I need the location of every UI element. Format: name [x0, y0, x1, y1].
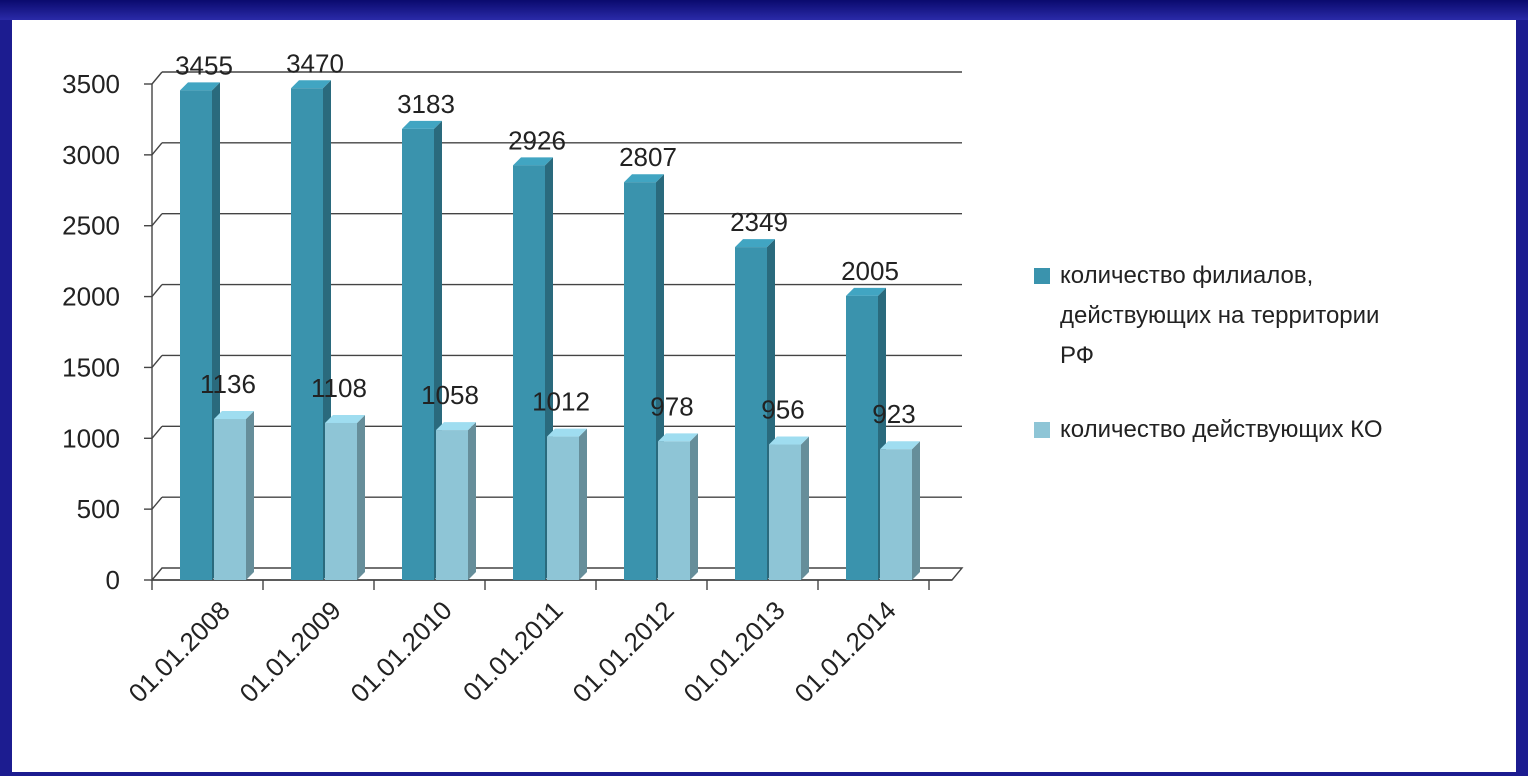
legend-entry: количество действующих КО: [1060, 416, 1383, 443]
bar-credit-orgs-side: [690, 433, 698, 580]
data-label-credit-orgs: 1012: [532, 387, 590, 417]
bar-branches-top: [624, 174, 664, 183]
legend-swatch: [1034, 422, 1050, 438]
data-label-credit-orgs: 923: [872, 399, 915, 429]
x-tick-label: 01.01.2012: [567, 595, 680, 708]
bar-credit-orgs-front: [769, 444, 801, 580]
bar-branches-front: [846, 295, 878, 580]
gridline-1500: [151, 354, 163, 368]
legend-line: РФ: [1060, 342, 1094, 369]
bar-credit-orgs-top: [436, 422, 476, 431]
data-label-credit-orgs: 1108: [311, 373, 367, 403]
bar-credit-orgs: [880, 441, 920, 580]
y-tick-label: 1500: [62, 352, 120, 382]
bar-branches-front: [735, 247, 767, 580]
legend-line: количество действующих КО: [1060, 416, 1383, 443]
bar-credit-orgs: [658, 433, 698, 580]
legend-swatch: [1034, 268, 1050, 284]
bar-credit-orgs-front: [214, 419, 246, 580]
data-label-branches: 3455: [175, 50, 233, 80]
bar-branches-front: [180, 90, 212, 581]
bar-branches-front: [624, 182, 656, 580]
bar-credit-orgs: [214, 411, 254, 580]
bar-credit-orgs: [436, 422, 476, 580]
x-tick-label: 01.01.2011: [457, 595, 569, 707]
bar-credit-orgs-side: [246, 411, 254, 580]
bar-credit-orgs-side: [468, 422, 476, 580]
bar-credit-orgs: [769, 436, 809, 580]
bar-credit-orgs-top: [325, 414, 365, 423]
x-tick-label: 01.01.2013: [678, 595, 791, 708]
y-tick-label: 0: [106, 565, 120, 595]
data-label-branches: 2926: [508, 125, 566, 155]
bars: [180, 80, 920, 581]
bar-credit-orgs-front: [880, 449, 912, 580]
legend: количество филиалов, действующих на терри…: [1034, 262, 1383, 443]
bar-credit-orgs-top: [214, 411, 254, 420]
y-tick-label: 2000: [62, 282, 120, 312]
bar-branches-top: [180, 82, 220, 91]
gridline-500: [151, 496, 163, 510]
bar-branches-top: [291, 80, 331, 89]
bar-credit-orgs-top: [880, 441, 920, 450]
y-tick-label: 500: [77, 494, 120, 524]
slide-top-bar: [0, 0, 1528, 20]
gridline-1000: [151, 425, 163, 439]
legend-line: действующих на территории: [1060, 302, 1379, 329]
data-label-credit-orgs: 978: [650, 391, 693, 421]
bar-credit-orgs-top: [658, 433, 698, 442]
data-label-branches: 2005: [841, 256, 899, 286]
bar-credit-orgs-side: [579, 428, 587, 580]
data-labels: 3455 1136 3470 1108 3183 1058 2926 1012 2807 978 2…: [175, 48, 916, 429]
bar-branches-top: [402, 120, 442, 129]
bar-credit-orgs-front: [325, 422, 357, 580]
bar-credit-orgs: [547, 428, 587, 580]
bar-credit-orgs: [325, 414, 365, 580]
data-label-branches: 2807: [619, 142, 677, 172]
bar-credit-orgs-side: [357, 414, 365, 580]
bar-branches-top: [846, 287, 886, 296]
bar-credit-orgs-front: [658, 441, 690, 580]
gridline-3000: [151, 142, 163, 156]
data-label-credit-orgs: 1058: [421, 380, 479, 410]
data-label-credit-orgs: 1136: [200, 369, 256, 399]
data-label-branches: 3470: [286, 48, 344, 78]
legend-line: количество филиалов,: [1060, 262, 1313, 289]
gridline-2500: [151, 213, 163, 227]
x-tick-label: 01.01.2009: [234, 595, 347, 708]
x-tick-label: 01.01.2014: [789, 595, 902, 708]
bar-branches-top: [735, 239, 775, 248]
bar-branches-top: [513, 157, 553, 166]
x-tick-label: 01.01.2008: [123, 595, 236, 708]
data-label-credit-orgs: 956: [761, 395, 804, 425]
bar-credit-orgs-side: [801, 436, 809, 580]
x-tick-label: 01.01.2010: [345, 595, 458, 708]
bar-branches-front: [291, 88, 323, 580]
gridline-2000: [151, 284, 163, 298]
bar-credit-orgs-top: [769, 436, 809, 445]
y-tick-label: 3000: [62, 140, 120, 170]
data-label-branches: 3183: [397, 89, 455, 119]
y-axis-tick-labels: 0 500 1000 1500 2000 2500 3000 3500: [62, 69, 120, 595]
data-label-branches: 2349: [730, 207, 788, 237]
gridline-3500: [151, 71, 163, 85]
bar-branches-front: [402, 128, 434, 580]
legend-entry: количество филиалов, действующих на терри…: [1060, 262, 1379, 369]
bar-credit-orgs-side: [912, 441, 920, 580]
y-tick-label: 3500: [62, 69, 120, 99]
y-tick-label: 2500: [62, 211, 120, 241]
y-tick-label: 1000: [62, 423, 120, 453]
bar-credit-orgs-front: [547, 436, 579, 580]
bar-credit-orgs-front: [436, 430, 468, 580]
bar-branches-front: [513, 165, 545, 580]
bar-credit-orgs-top: [547, 428, 587, 437]
